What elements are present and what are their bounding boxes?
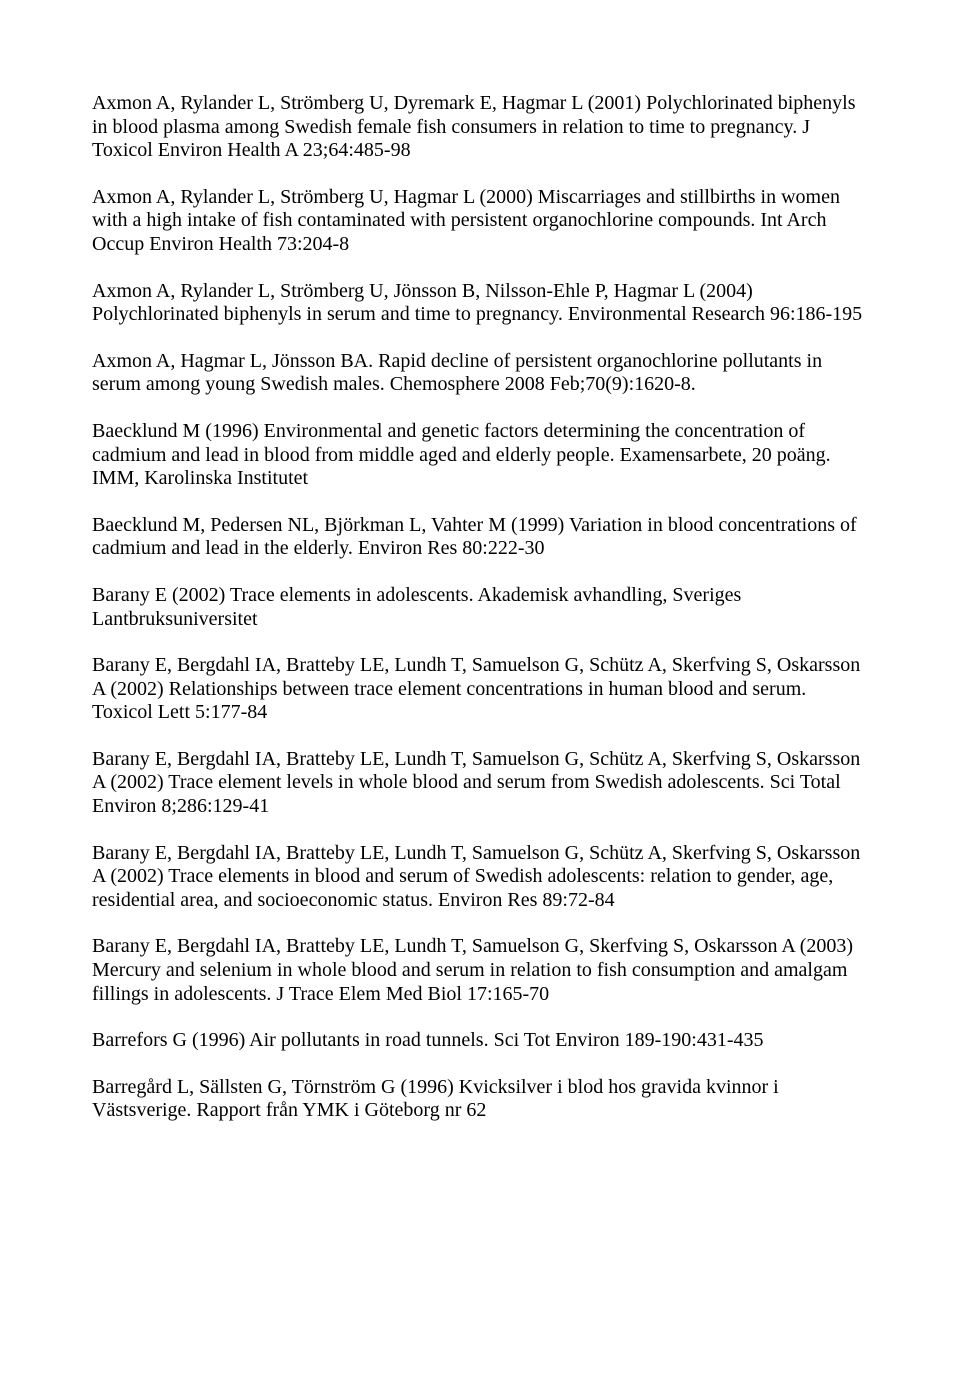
- reference-item: Axmon A, Rylander L, Strömberg U, Hagmar…: [92, 186, 870, 257]
- reference-item: Axmon A, Rylander L, Strömberg U, Dyrema…: [92, 92, 870, 163]
- reference-item: Barregård L, Sällsten G, Törnström G (19…: [92, 1076, 870, 1123]
- reference-item: Baecklund M, Pedersen NL, Björkman L, Va…: [92, 514, 870, 561]
- reference-item: Baecklund M (1996) Environmental and gen…: [92, 420, 870, 491]
- reference-item: Barany E (2002) Trace elements in adoles…: [92, 584, 870, 631]
- reference-item: Barrefors G (1996) Air pollutants in roa…: [92, 1029, 870, 1053]
- reference-item: Axmon A, Hagmar L, Jönsson BA. Rapid dec…: [92, 350, 870, 397]
- reference-item: Barany E, Bergdahl IA, Bratteby LE, Lund…: [92, 654, 870, 725]
- reference-item: Barany E, Bergdahl IA, Bratteby LE, Lund…: [92, 748, 870, 819]
- reference-item: Axmon A, Rylander L, Strömberg U, Jönsso…: [92, 280, 870, 327]
- reference-item: Barany E, Bergdahl IA, Bratteby LE, Lund…: [92, 842, 870, 913]
- reference-item: Barany E, Bergdahl IA, Bratteby LE, Lund…: [92, 935, 870, 1006]
